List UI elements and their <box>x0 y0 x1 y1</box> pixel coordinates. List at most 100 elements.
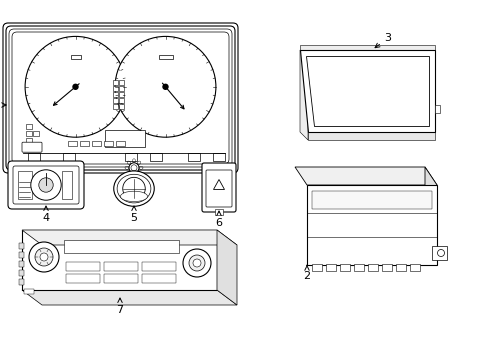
Circle shape <box>115 36 216 137</box>
Bar <box>28 153 40 161</box>
Text: 3: 3 <box>375 33 392 48</box>
Bar <box>71 55 80 59</box>
Bar <box>312 192 432 209</box>
Polygon shape <box>306 56 429 126</box>
Circle shape <box>35 248 53 266</box>
Circle shape <box>123 177 145 200</box>
Bar <box>435 105 440 113</box>
Circle shape <box>39 178 53 192</box>
FancyBboxPatch shape <box>9 29 232 167</box>
Bar <box>26 124 32 129</box>
Circle shape <box>40 253 48 261</box>
Text: 2: 2 <box>303 265 311 281</box>
Text: 6: 6 <box>216 211 222 228</box>
Circle shape <box>25 36 126 137</box>
Bar <box>410 264 420 271</box>
Polygon shape <box>300 50 308 140</box>
Circle shape <box>129 163 139 173</box>
Polygon shape <box>300 45 435 50</box>
Bar <box>307 185 437 265</box>
Bar <box>215 209 223 215</box>
Bar <box>33 131 39 136</box>
Circle shape <box>189 255 205 271</box>
Bar <box>119 98 124 103</box>
Bar <box>326 264 336 271</box>
Bar <box>188 153 200 161</box>
Bar <box>104 262 138 271</box>
Bar <box>19 279 24 285</box>
Text: 1: 1 <box>0 100 6 110</box>
Bar <box>64 240 179 252</box>
Bar <box>19 270 24 276</box>
Bar <box>340 264 350 271</box>
Bar <box>150 153 162 161</box>
FancyBboxPatch shape <box>206 170 232 207</box>
Bar <box>26 145 32 150</box>
Circle shape <box>73 84 78 89</box>
Bar <box>19 252 24 258</box>
FancyBboxPatch shape <box>13 166 79 204</box>
FancyBboxPatch shape <box>22 142 42 152</box>
Circle shape <box>183 249 211 277</box>
Bar <box>113 86 118 91</box>
Bar <box>18 171 32 199</box>
FancyBboxPatch shape <box>202 163 236 212</box>
Bar <box>354 264 364 271</box>
Polygon shape <box>22 290 237 305</box>
Polygon shape <box>295 167 437 185</box>
Bar <box>24 289 34 294</box>
Bar <box>396 264 406 271</box>
Ellipse shape <box>114 171 154 206</box>
Bar <box>113 98 118 103</box>
Text: 4: 4 <box>43 206 49 223</box>
Polygon shape <box>214 180 224 189</box>
Circle shape <box>131 165 137 171</box>
Bar <box>432 246 447 260</box>
Bar <box>68 141 77 145</box>
Bar <box>80 141 89 145</box>
Bar <box>19 261 24 267</box>
FancyBboxPatch shape <box>8 161 84 209</box>
Bar <box>119 86 124 91</box>
Bar <box>142 262 176 271</box>
Bar <box>92 141 101 145</box>
Polygon shape <box>425 167 437 265</box>
FancyBboxPatch shape <box>6 26 235 170</box>
Bar <box>312 264 322 271</box>
Circle shape <box>31 170 61 200</box>
Polygon shape <box>22 230 237 245</box>
Bar <box>66 274 100 283</box>
Circle shape <box>438 249 444 256</box>
Bar <box>158 55 172 59</box>
Circle shape <box>163 84 168 89</box>
Bar <box>116 141 125 145</box>
Bar <box>26 138 32 143</box>
Bar <box>66 262 100 271</box>
Bar <box>113 104 118 109</box>
Text: 5: 5 <box>130 206 138 223</box>
Bar <box>62 171 72 199</box>
Bar <box>119 104 124 109</box>
Circle shape <box>193 259 201 267</box>
Bar <box>119 92 124 97</box>
Polygon shape <box>217 230 237 305</box>
Bar <box>113 92 118 97</box>
Polygon shape <box>308 132 435 140</box>
FancyBboxPatch shape <box>12 32 229 164</box>
Bar <box>119 80 124 85</box>
Bar <box>19 243 24 249</box>
Polygon shape <box>300 50 435 132</box>
Bar <box>104 274 138 283</box>
Bar <box>63 153 75 161</box>
Bar <box>105 130 145 147</box>
Bar <box>382 264 392 271</box>
Ellipse shape <box>121 191 147 202</box>
Bar <box>142 274 176 283</box>
Text: 7: 7 <box>117 298 123 315</box>
Bar <box>113 80 118 85</box>
Polygon shape <box>22 230 217 290</box>
Bar <box>26 131 32 136</box>
Bar <box>213 153 225 161</box>
Ellipse shape <box>117 174 151 203</box>
Circle shape <box>29 242 59 272</box>
